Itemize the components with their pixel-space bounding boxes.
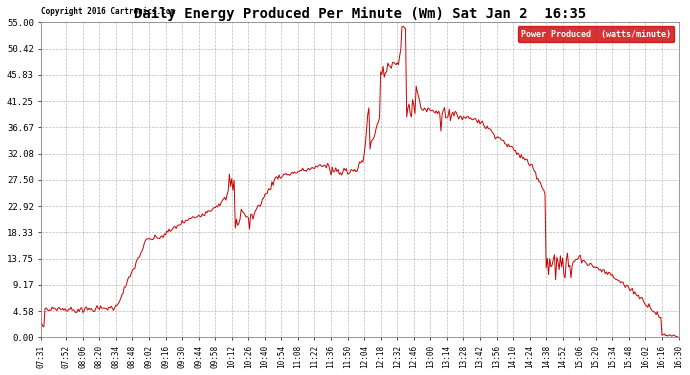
Title: Daily Energy Produced Per Minute (Wm) Sat Jan 2  16:35: Daily Energy Produced Per Minute (Wm) Sa…: [134, 7, 586, 21]
Text: Copyright 2016 Cartronics.com: Copyright 2016 Cartronics.com: [41, 7, 175, 16]
Legend: Power Produced  (watts/minute): Power Produced (watts/minute): [518, 26, 674, 42]
